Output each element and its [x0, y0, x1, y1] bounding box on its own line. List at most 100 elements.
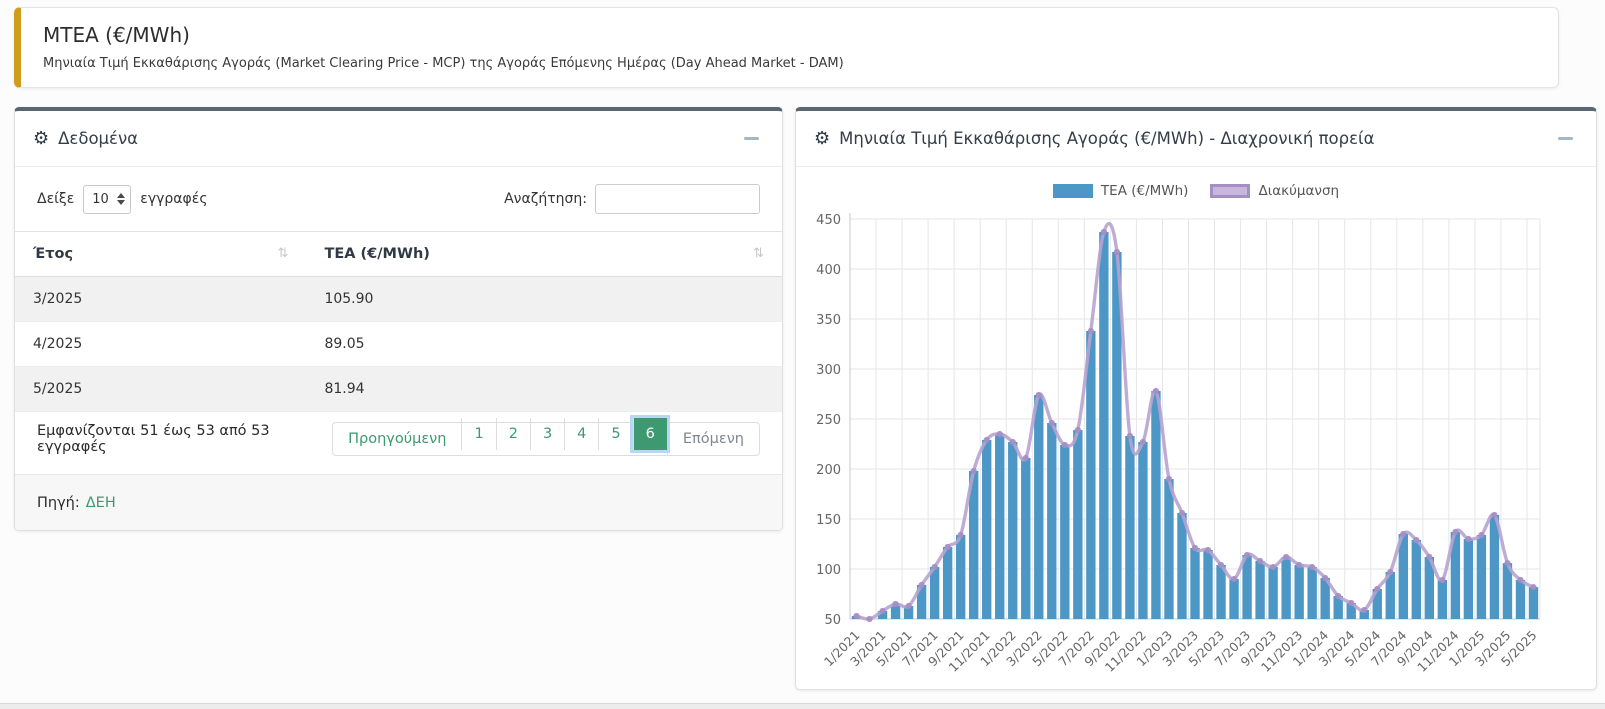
bar[interactable] — [1060, 445, 1069, 619]
bar[interactable] — [930, 567, 939, 619]
trend-point[interactable] — [997, 431, 1003, 437]
trend-point[interactable] — [1036, 392, 1042, 398]
trend-point[interactable] — [1491, 512, 1497, 518]
trend-point[interactable] — [1244, 552, 1250, 558]
bar[interactable] — [1255, 561, 1264, 619]
bar[interactable] — [1464, 539, 1473, 619]
trend-point[interactable] — [1309, 564, 1315, 570]
trend-point[interactable] — [919, 582, 925, 588]
trend-point[interactable] — [1348, 600, 1354, 606]
bar[interactable] — [956, 535, 965, 619]
trend-point[interactable] — [879, 608, 885, 614]
trend-point[interactable] — [1478, 532, 1484, 538]
bar[interactable] — [1086, 331, 1095, 619]
trend-point[interactable] — [1439, 577, 1445, 583]
trend-point[interactable] — [1283, 554, 1289, 560]
trend-point[interactable] — [1166, 476, 1172, 482]
pagination-page-button[interactable]: 3 — [530, 418, 564, 450]
bar[interactable] — [1021, 458, 1030, 619]
bar[interactable] — [1294, 565, 1303, 619]
bar[interactable] — [1190, 548, 1199, 619]
bar[interactable] — [1516, 580, 1525, 619]
trend-point[interactable] — [1101, 229, 1107, 235]
pagination-page-button[interactable]: 6 — [633, 418, 667, 450]
bar[interactable] — [1125, 436, 1134, 619]
pagination-page-button[interactable]: 1 — [461, 418, 495, 450]
trend-point[interactable] — [1127, 433, 1133, 439]
bar[interactable] — [1438, 580, 1447, 619]
trend-point[interactable] — [1010, 439, 1016, 445]
bar[interactable] — [1307, 567, 1316, 619]
trend-point[interactable] — [1400, 531, 1406, 537]
trend-point[interactable] — [971, 468, 977, 474]
trend-point[interactable] — [892, 601, 898, 607]
trend-point[interactable] — [905, 603, 911, 609]
pagination-prev-button[interactable]: Προηγούμενη — [333, 423, 461, 455]
trend-point[interactable] — [1075, 427, 1081, 433]
bar[interactable] — [1151, 391, 1160, 619]
bar[interactable] — [1229, 579, 1238, 619]
bar[interactable] — [1164, 479, 1173, 619]
trend-point[interactable] — [1231, 576, 1237, 582]
trend-point[interactable] — [932, 564, 938, 570]
pagination-page-button[interactable]: 5 — [598, 418, 632, 450]
bar[interactable] — [1177, 513, 1186, 619]
trend-point[interactable] — [1257, 558, 1263, 564]
pagination-page-button[interactable]: 2 — [496, 418, 530, 450]
source-link[interactable]: ΔΕΗ — [86, 495, 116, 511]
bar[interactable] — [1203, 550, 1212, 619]
trend-point[interactable] — [1465, 536, 1471, 542]
trend-point[interactable] — [1049, 420, 1055, 426]
trend-point[interactable] — [1374, 586, 1380, 592]
search-input[interactable] — [595, 184, 760, 214]
bar[interactable] — [1490, 515, 1499, 619]
trend-point[interactable] — [984, 437, 990, 443]
bar[interactable] — [1216, 565, 1225, 619]
bar[interactable] — [1138, 442, 1147, 619]
column-header-tea[interactable]: TEA (€/MWh) ⇅ — [306, 232, 782, 277]
bar[interactable] — [1008, 442, 1017, 619]
trend-point[interactable] — [1322, 575, 1328, 581]
bar[interactable] — [1034, 395, 1043, 619]
page-length-select[interactable]: 10 — [83, 185, 131, 214]
trend-point[interactable] — [1361, 607, 1367, 613]
trend-point[interactable] — [1504, 560, 1510, 566]
bar[interactable] — [982, 440, 991, 619]
bar[interactable] — [1412, 540, 1421, 619]
bar[interactable] — [1477, 535, 1486, 619]
legend-item-tea[interactable]: TEA (€/MWh) — [1053, 183, 1189, 199]
pagination-page-button[interactable]: 4 — [564, 418, 598, 450]
bar[interactable] — [943, 547, 952, 619]
bar[interactable] — [995, 434, 1004, 619]
trend-point[interactable] — [1140, 439, 1146, 445]
bar[interactable] — [1099, 232, 1108, 619]
trend-point[interactable] — [1270, 564, 1276, 570]
trend-point[interactable] — [866, 616, 872, 622]
trend-point[interactable] — [1530, 584, 1536, 590]
trend-point[interactable] — [853, 613, 859, 619]
column-header-year[interactable]: Έτος ⇅ — [15, 232, 306, 277]
trend-point[interactable] — [1153, 388, 1159, 394]
trend-point[interactable] — [1335, 593, 1341, 599]
pagination-next-button[interactable]: Επόμενη — [667, 423, 759, 455]
trend-point[interactable] — [1114, 249, 1120, 255]
minimize-button[interactable] — [1552, 129, 1578, 149]
trend-point[interactable] — [1023, 455, 1029, 461]
trend-point[interactable] — [1452, 529, 1458, 535]
trend-point[interactable] — [1179, 510, 1185, 516]
trend-point[interactable] — [1413, 537, 1419, 543]
bar[interactable] — [1268, 567, 1277, 619]
trend-point[interactable] — [1218, 562, 1224, 568]
trend-point[interactable] — [1088, 328, 1094, 334]
trend-point[interactable] — [1062, 442, 1068, 448]
bar[interactable] — [1529, 587, 1538, 619]
trend-point[interactable] — [1426, 554, 1432, 560]
bar[interactable] — [1242, 555, 1251, 619]
trend-point[interactable] — [1517, 577, 1523, 583]
trend-point[interactable] — [1387, 569, 1393, 575]
trend-point[interactable] — [1296, 562, 1302, 568]
trend-point[interactable] — [958, 532, 964, 538]
trend-point[interactable] — [1205, 547, 1211, 553]
bar[interactable] — [1281, 557, 1290, 619]
trend-point[interactable] — [945, 544, 951, 550]
